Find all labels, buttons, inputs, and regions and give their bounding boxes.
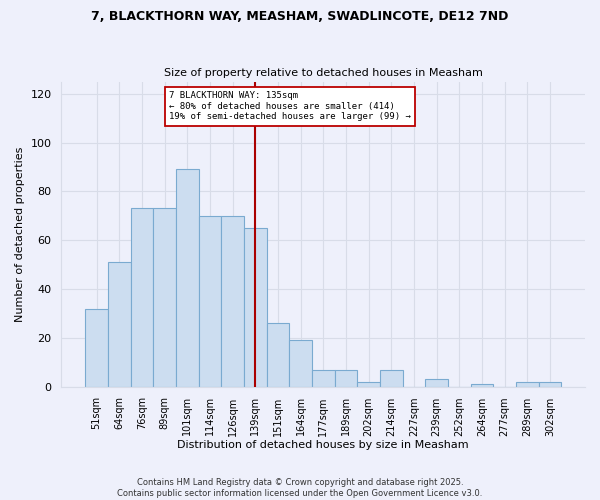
Text: Contains HM Land Registry data © Crown copyright and database right 2025.
Contai: Contains HM Land Registry data © Crown c… [118, 478, 482, 498]
Text: 7 BLACKTHORN WAY: 135sqm
← 80% of detached houses are smaller (414)
19% of semi-: 7 BLACKTHORN WAY: 135sqm ← 80% of detach… [169, 92, 411, 121]
X-axis label: Distribution of detached houses by size in Measham: Distribution of detached houses by size … [178, 440, 469, 450]
Bar [470, 384, 493, 386]
Bar [425, 380, 448, 386]
Bar [131, 208, 153, 386]
Bar [221, 216, 244, 386]
Bar [266, 323, 289, 386]
Bar [516, 382, 539, 386]
Title: Size of property relative to detached houses in Measham: Size of property relative to detached ho… [164, 68, 482, 78]
Bar [289, 340, 312, 386]
Bar [312, 370, 335, 386]
Bar [85, 308, 108, 386]
Bar [539, 382, 561, 386]
Bar [357, 382, 380, 386]
Bar [244, 228, 266, 386]
Bar [380, 370, 403, 386]
Y-axis label: Number of detached properties: Number of detached properties [15, 146, 25, 322]
Bar [335, 370, 357, 386]
Bar [108, 262, 131, 386]
Bar [176, 170, 199, 386]
Text: 7, BLACKTHORN WAY, MEASHAM, SWADLINCOTE, DE12 7ND: 7, BLACKTHORN WAY, MEASHAM, SWADLINCOTE,… [91, 10, 509, 23]
Bar [199, 216, 221, 386]
Bar [153, 208, 176, 386]
